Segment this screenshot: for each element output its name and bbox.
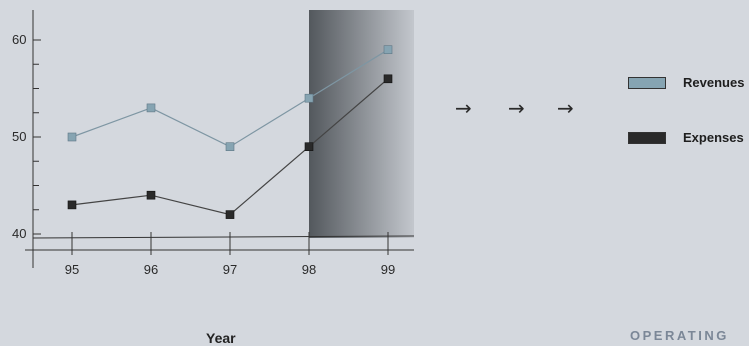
y-tick-label-60: 60 <box>12 32 26 47</box>
x-tick-label-98: 98 <box>302 262 316 277</box>
x-tick-label-96: 96 <box>144 262 158 277</box>
x-tick-label-95: 95 <box>65 262 79 277</box>
data-point-expenses-98 <box>304 142 314 151</box>
x-tick-label-99: 99 <box>381 262 395 277</box>
arrow-3: → <box>557 96 574 120</box>
legend-swatch-revenues <box>628 76 666 89</box>
legend-label-revenues: Revenues <box>683 75 745 90</box>
legend-item-expenses: Expenses <box>628 130 744 145</box>
arrow-1: → <box>455 96 472 120</box>
x-tick-label-97: 97 <box>223 262 237 277</box>
data-point-revenues-99 <box>383 45 393 55</box>
data-point-revenues-96 <box>146 103 156 113</box>
data-point-expenses-95 <box>67 200 77 210</box>
x-axis-title: Year <box>206 330 236 346</box>
data-point-expenses-96 <box>146 190 156 200</box>
data-point-revenues-98 <box>304 93 314 103</box>
legend-swatch-expenses <box>628 131 666 144</box>
highlight-band <box>309 10 414 238</box>
arrow-2: → <box>508 96 525 120</box>
y-tick-label-40: 40 <box>12 226 26 241</box>
data-point-expenses-99 <box>383 74 393 84</box>
y-tick-label-50: 50 <box>12 129 26 144</box>
footer-label: OPERATING <box>630 328 729 343</box>
legend-item-revenues: Revenues <box>628 75 744 90</box>
legend-label-expenses: Expenses <box>683 130 744 145</box>
data-point-expenses-97 <box>225 210 235 219</box>
data-point-revenues-95 <box>67 132 77 142</box>
x-axis-line-upper <box>32 235 415 239</box>
data-point-revenues-97 <box>225 142 235 151</box>
